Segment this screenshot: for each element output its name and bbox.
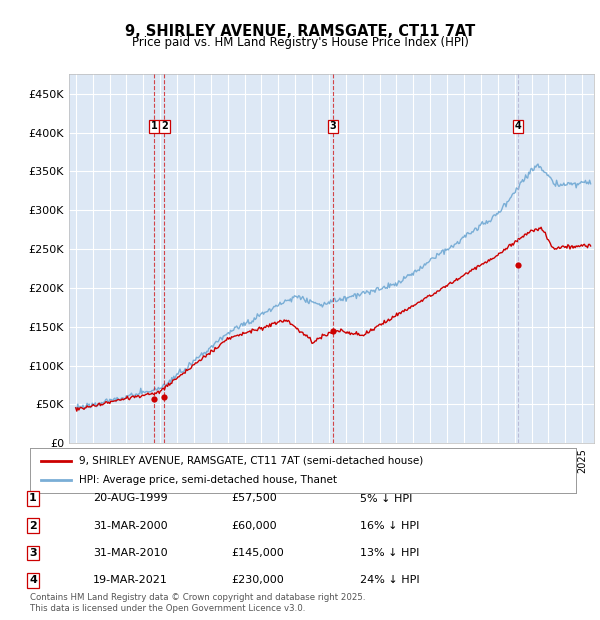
Text: 16% ↓ HPI: 16% ↓ HPI	[360, 521, 419, 531]
Text: 19-MAR-2021: 19-MAR-2021	[93, 575, 168, 585]
Text: £145,000: £145,000	[231, 548, 284, 558]
Text: 1: 1	[29, 494, 37, 503]
Text: HPI: Average price, semi-detached house, Thanet: HPI: Average price, semi-detached house,…	[79, 476, 337, 485]
Text: Contains HM Land Registry data © Crown copyright and database right 2025.
This d: Contains HM Land Registry data © Crown c…	[30, 593, 365, 613]
Text: 3: 3	[330, 122, 337, 131]
Text: 2: 2	[161, 122, 168, 131]
Text: 4: 4	[515, 122, 522, 131]
Text: 20-AUG-1999: 20-AUG-1999	[93, 494, 167, 503]
Text: 2: 2	[29, 521, 37, 531]
Text: 9, SHIRLEY AVENUE, RAMSGATE, CT11 7AT: 9, SHIRLEY AVENUE, RAMSGATE, CT11 7AT	[125, 24, 475, 38]
Text: Price paid vs. HM Land Registry's House Price Index (HPI): Price paid vs. HM Land Registry's House …	[131, 36, 469, 49]
Text: 5% ↓ HPI: 5% ↓ HPI	[360, 494, 412, 503]
Text: 3: 3	[29, 548, 37, 558]
Text: 1: 1	[151, 122, 157, 131]
Text: £230,000: £230,000	[231, 575, 284, 585]
Text: 31-MAR-2000: 31-MAR-2000	[93, 521, 167, 531]
Text: 31-MAR-2010: 31-MAR-2010	[93, 548, 167, 558]
Text: £57,500: £57,500	[231, 494, 277, 503]
Text: 24% ↓ HPI: 24% ↓ HPI	[360, 575, 419, 585]
Text: 9, SHIRLEY AVENUE, RAMSGATE, CT11 7AT (semi-detached house): 9, SHIRLEY AVENUE, RAMSGATE, CT11 7AT (s…	[79, 456, 424, 466]
Text: £60,000: £60,000	[231, 521, 277, 531]
Text: 4: 4	[29, 575, 37, 585]
Text: 13% ↓ HPI: 13% ↓ HPI	[360, 548, 419, 558]
